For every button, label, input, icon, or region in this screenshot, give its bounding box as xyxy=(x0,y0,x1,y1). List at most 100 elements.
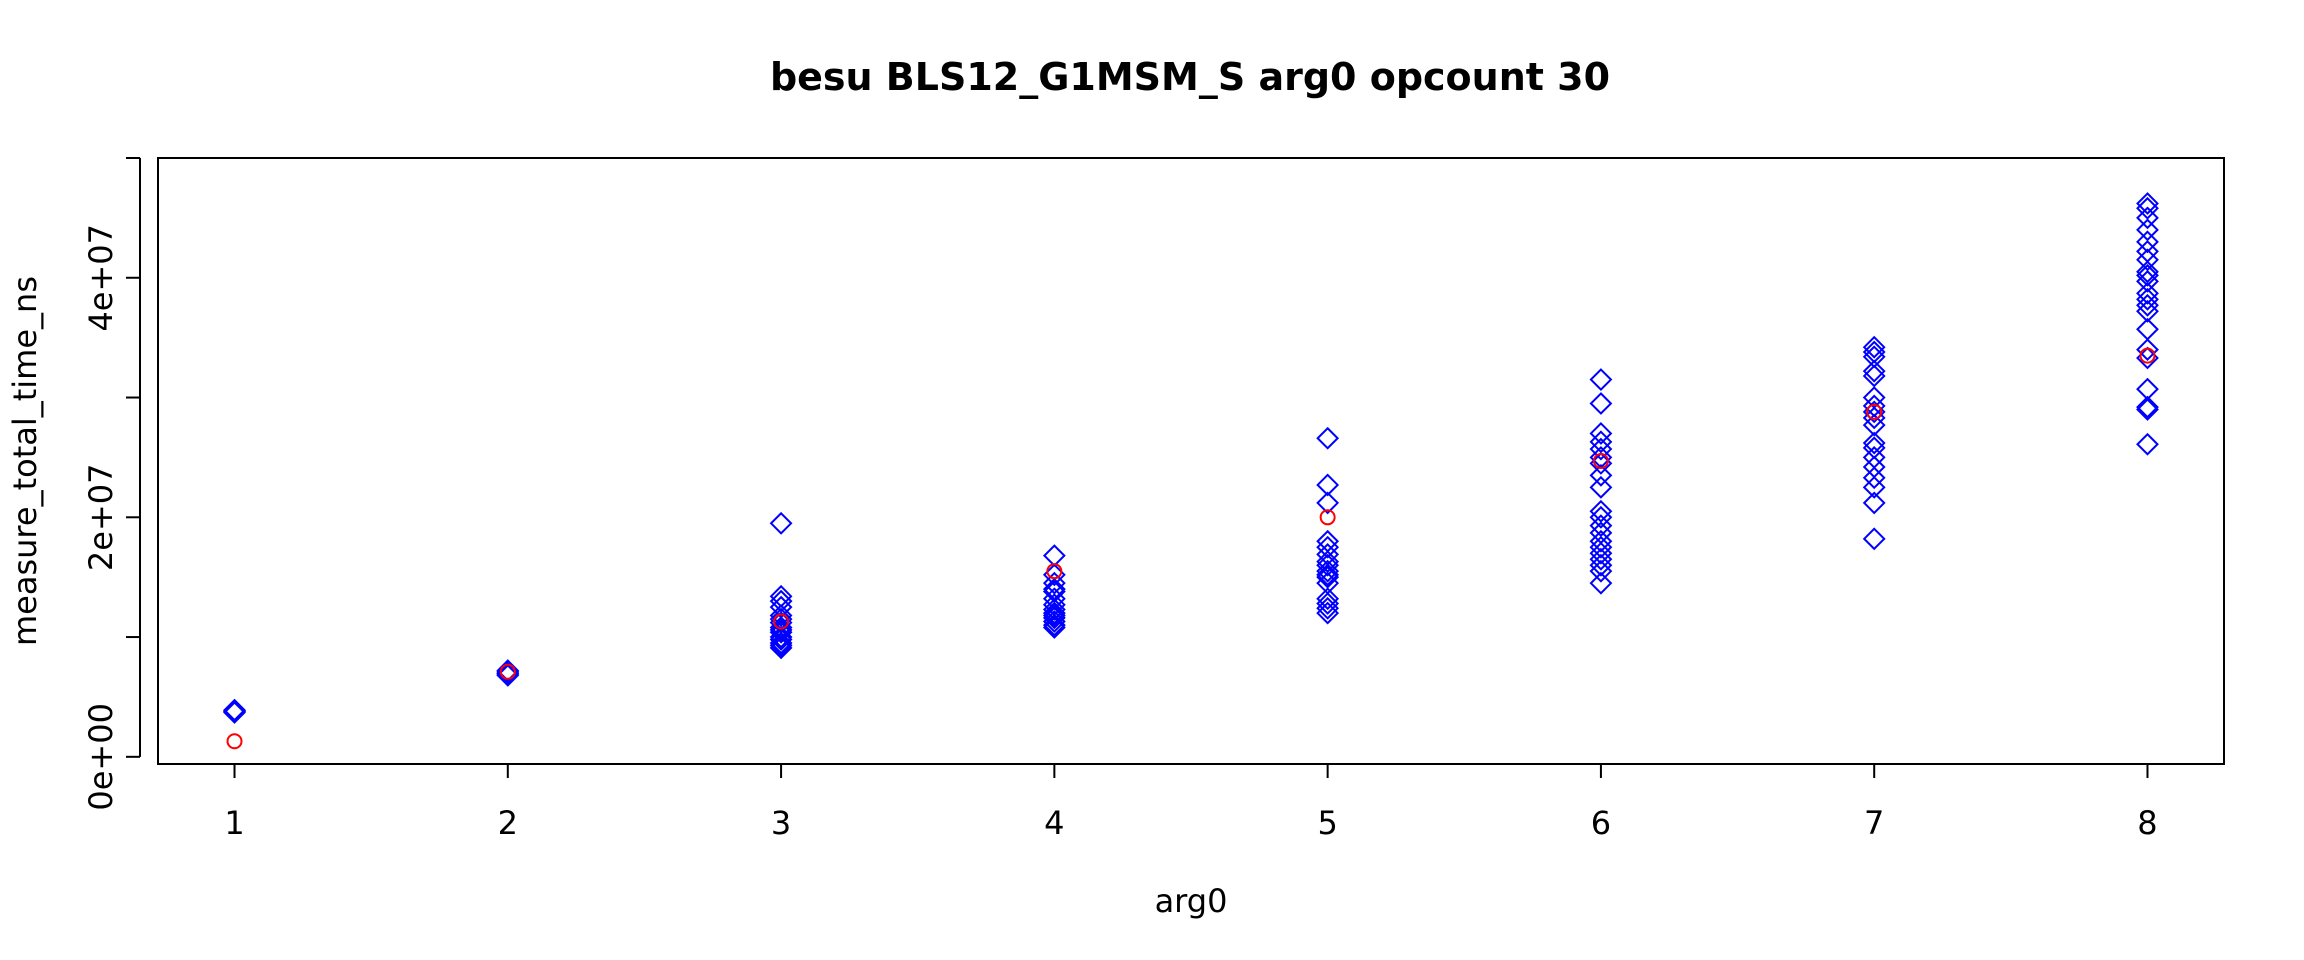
circle-point xyxy=(773,613,790,630)
diamond-point xyxy=(2136,395,2159,419)
diamond-point xyxy=(2136,432,2159,456)
circle-point xyxy=(499,663,516,680)
diamond-point xyxy=(2136,218,2159,242)
diamond-point xyxy=(1316,529,1340,553)
diamond-point xyxy=(1589,541,1613,565)
diamond-point xyxy=(2136,398,2159,421)
circle-point xyxy=(1046,563,1063,580)
diamond-point xyxy=(1589,535,1613,559)
diamond-point xyxy=(1316,535,1340,559)
y-tick-label: 2e+07 xyxy=(82,463,120,571)
diamond-point xyxy=(769,511,793,535)
diamond-point xyxy=(1862,413,1886,437)
diamond-point xyxy=(2136,260,2159,284)
diamond-point xyxy=(1589,475,1613,499)
diamond-point xyxy=(2136,206,2159,230)
diamond-point xyxy=(2136,192,2159,215)
diamond-point xyxy=(1316,587,1340,611)
diamond-point xyxy=(769,636,793,660)
diamond-point xyxy=(1316,563,1340,587)
diamond-point xyxy=(1862,359,1886,383)
circle-point xyxy=(1866,403,1883,420)
diamond-point xyxy=(1862,364,1886,388)
diamond-point xyxy=(223,699,246,723)
chart-title: besu BLS12_G1MSM_S arg0 opcount 30 xyxy=(770,55,1610,99)
diamond-point xyxy=(1042,598,1066,621)
diamond-point xyxy=(769,634,793,657)
diamond-point xyxy=(1042,571,1066,595)
diamond-point xyxy=(1589,499,1613,523)
diamond-point xyxy=(1316,559,1340,583)
diamond-point xyxy=(1862,475,1886,499)
x-tick-label: 4 xyxy=(1044,804,1064,842)
data-points xyxy=(223,192,2159,750)
diamond-point xyxy=(1316,491,1340,515)
diamond-point xyxy=(1862,466,1886,490)
y-axis-label: measure_total_time_ns xyxy=(6,276,44,646)
y-tick-label: 4e+07 xyxy=(82,224,120,332)
diamond-point xyxy=(1316,473,1340,497)
x-tick-label: 8 xyxy=(2137,804,2157,842)
diamond-point xyxy=(1316,601,1340,625)
x-tick-label: 2 xyxy=(498,804,518,842)
diamond-point xyxy=(1042,606,1066,630)
diamond-point xyxy=(1589,521,1613,545)
x-tick-label: 6 xyxy=(1591,804,1611,842)
circle-point xyxy=(226,733,243,750)
diamond-point xyxy=(2136,263,2159,287)
diamond-point xyxy=(1589,368,1613,391)
diamond-point xyxy=(1316,550,1340,574)
diamond-point xyxy=(1589,559,1613,583)
diamond-point xyxy=(1589,437,1613,461)
diamond-point xyxy=(1589,529,1613,553)
diamond-point xyxy=(1316,592,1340,615)
plot-area xyxy=(157,157,2225,765)
diamond-point xyxy=(1862,527,1886,551)
diamond-point xyxy=(1042,601,1066,625)
circle-point xyxy=(1319,509,1336,526)
diamond-point xyxy=(769,618,793,642)
x-axis-label: arg0 xyxy=(1155,882,1228,920)
x-tick-label: 1 xyxy=(224,804,244,842)
circle-point xyxy=(2139,347,2156,364)
diamond-point xyxy=(769,628,793,651)
x-tick-label: 3 xyxy=(771,804,791,842)
diamond-point xyxy=(2136,287,2159,311)
x-axis: 1 2 3 4 5 6 7 8 xyxy=(224,763,2158,842)
circle-point xyxy=(1592,453,1609,469)
diamond-point xyxy=(1042,604,1066,627)
diamond-point xyxy=(2136,299,2159,323)
diamond-point xyxy=(1316,426,1340,450)
diamond-point xyxy=(1316,565,1340,589)
diamond-point xyxy=(496,659,520,682)
diamond-point xyxy=(1589,505,1613,529)
diamond-point xyxy=(2136,269,2159,293)
diamond-point xyxy=(1589,553,1613,577)
diamond-point xyxy=(1316,596,1340,620)
x-tick-label: 5 xyxy=(1317,804,1337,842)
diamond-point xyxy=(1862,491,1886,515)
diamond-point xyxy=(1042,580,1066,603)
diamond-point xyxy=(1589,571,1613,595)
diamond-point xyxy=(2136,248,2159,272)
x-tick-label: 7 xyxy=(1864,804,1884,842)
diamond-point xyxy=(1862,335,1886,359)
diamond-point xyxy=(1589,463,1613,487)
diamond-point xyxy=(1316,553,1340,577)
diamond-point xyxy=(1042,616,1066,639)
diamond-point xyxy=(769,589,793,613)
diamond-point xyxy=(1589,392,1613,415)
diamond-point xyxy=(769,604,793,627)
diamond-point xyxy=(2136,338,2159,362)
diamond-point xyxy=(1589,547,1613,571)
diamond-point xyxy=(1042,577,1066,601)
diamond-point xyxy=(1042,613,1066,637)
diamond-point xyxy=(1589,422,1613,445)
diamond-point xyxy=(2136,281,2159,305)
diamond-point xyxy=(2136,230,2159,254)
diamond-point xyxy=(223,699,246,723)
y-axis: 0e+00 2e+07 4e+07 xyxy=(82,157,141,811)
diamond-point xyxy=(1589,514,1613,538)
diamond-point xyxy=(769,631,793,655)
diamond-point xyxy=(2136,196,2159,220)
